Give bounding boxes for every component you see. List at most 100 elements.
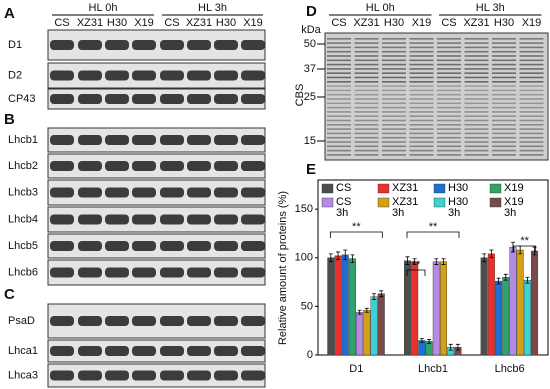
lane-label: XZ31 xyxy=(77,17,103,29)
gel-band xyxy=(437,115,461,117)
lane-label: X19 xyxy=(134,17,154,29)
band xyxy=(160,267,184,278)
gel-band xyxy=(464,81,489,83)
bar xyxy=(509,246,517,356)
band xyxy=(214,346,238,356)
gel-band xyxy=(492,38,516,40)
gel-band xyxy=(409,149,434,152)
band xyxy=(50,267,74,278)
gel-band xyxy=(409,111,434,113)
band xyxy=(50,214,74,225)
unit-label: kDa xyxy=(301,24,321,36)
gel-band xyxy=(382,38,406,40)
gel-band xyxy=(464,59,489,62)
gel-band xyxy=(464,136,489,139)
band xyxy=(105,187,129,198)
band xyxy=(78,161,102,171)
band xyxy=(241,267,265,278)
band xyxy=(241,316,265,326)
condition-label: HL 3h xyxy=(198,2,227,14)
gel-band xyxy=(492,145,516,148)
gel-band xyxy=(327,89,351,92)
band xyxy=(50,70,74,81)
annotation: ** xyxy=(429,221,438,233)
gel-band xyxy=(327,81,351,83)
gel-band xyxy=(492,132,516,135)
gel-band xyxy=(382,136,406,139)
gel-band xyxy=(327,46,351,49)
gel-band xyxy=(354,136,379,139)
bar xyxy=(334,255,342,356)
gel-ylabel: CBS xyxy=(294,84,306,107)
gel-band xyxy=(437,76,461,79)
band xyxy=(160,316,184,326)
gel-band xyxy=(492,46,516,49)
gel-band xyxy=(382,46,406,49)
lane-label: X19 xyxy=(243,17,263,29)
y-tick-label: 0 xyxy=(307,349,313,361)
band xyxy=(214,241,238,251)
gel-band xyxy=(382,59,406,62)
gel-band xyxy=(519,85,544,87)
gel-band xyxy=(409,119,434,122)
gel-band xyxy=(409,81,434,83)
gel-band xyxy=(437,59,461,62)
gel-band xyxy=(437,68,461,70)
gel-band xyxy=(437,124,461,126)
lane-label: H30 xyxy=(384,17,404,29)
gel-band xyxy=(327,98,351,100)
gel-band xyxy=(437,149,461,152)
bar xyxy=(487,253,495,356)
gel-band xyxy=(464,145,489,148)
gel-band xyxy=(519,145,544,148)
error-bar xyxy=(343,249,348,261)
gel-band xyxy=(464,85,489,87)
gel-band xyxy=(382,132,406,135)
gel-band xyxy=(409,132,434,135)
error-bar xyxy=(419,338,424,343)
error-bar xyxy=(372,293,377,300)
bar xyxy=(432,261,440,356)
gel-band xyxy=(354,124,379,126)
band xyxy=(50,187,74,198)
band xyxy=(160,346,184,356)
gel-band xyxy=(492,50,516,53)
band xyxy=(78,135,102,145)
gel-band xyxy=(437,111,461,113)
row-label: Lhca3 xyxy=(8,369,38,381)
band xyxy=(160,94,184,104)
band xyxy=(160,187,184,198)
band xyxy=(78,214,102,225)
gel-band xyxy=(492,141,516,143)
gel-band xyxy=(519,76,544,79)
gel-band xyxy=(437,85,461,87)
band xyxy=(241,346,265,356)
panel-label: E xyxy=(306,161,316,178)
gel-band xyxy=(382,42,406,44)
bar xyxy=(363,310,371,356)
gel-band xyxy=(409,93,434,96)
gel-band xyxy=(437,136,461,139)
gel-band xyxy=(382,76,406,79)
bracket xyxy=(406,231,460,238)
gel-band xyxy=(437,128,461,130)
gel-band xyxy=(409,63,434,66)
panel-label: D xyxy=(306,3,317,20)
band xyxy=(105,161,129,171)
gel-band xyxy=(354,85,379,87)
gel-band xyxy=(354,102,379,105)
gel-band xyxy=(382,154,406,156)
band xyxy=(187,241,211,251)
gel-band xyxy=(519,68,544,70)
gel-band xyxy=(437,119,461,122)
band xyxy=(241,161,265,171)
gel-band xyxy=(354,154,379,156)
gel-band xyxy=(519,124,544,126)
band xyxy=(241,214,265,225)
gel-band xyxy=(492,128,516,130)
gel-band xyxy=(492,154,516,156)
gel-band xyxy=(327,124,351,126)
gel-band xyxy=(409,124,434,126)
legend-swatch xyxy=(489,183,502,194)
bar xyxy=(440,261,448,356)
